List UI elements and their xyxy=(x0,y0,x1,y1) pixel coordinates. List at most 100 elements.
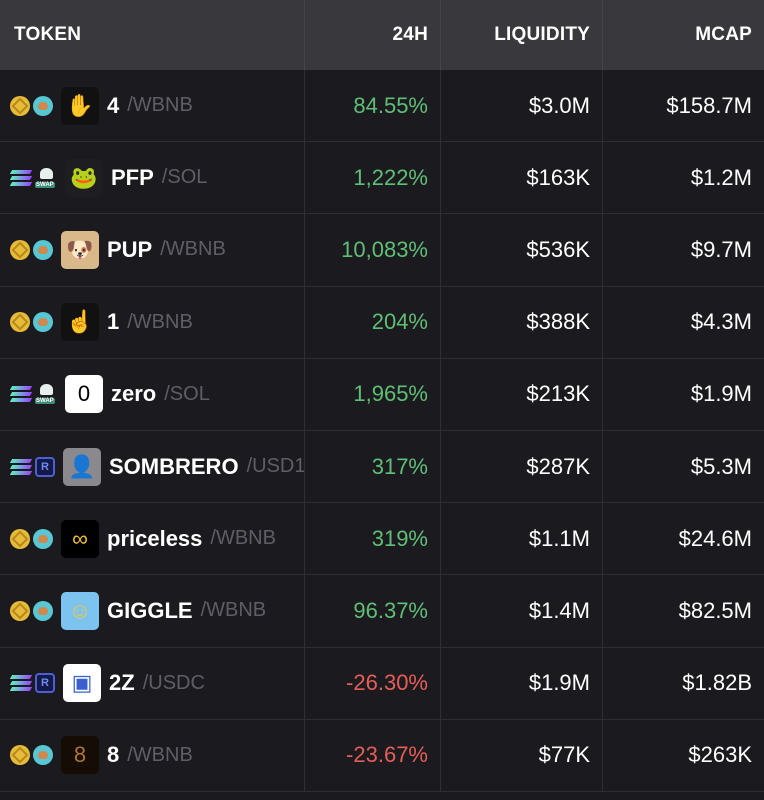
token-symbol[interactable]: PUP xyxy=(107,236,153,262)
swap-icon xyxy=(35,384,57,405)
column-header-token[interactable]: TOKEN xyxy=(14,24,82,45)
token-symbol[interactable]: PFP xyxy=(111,164,154,190)
raydium-icon: R xyxy=(35,456,55,477)
table-row[interactable]: 8 8 /WBNB -23.67% $77K $263K xyxy=(0,719,764,792)
quote-token: /SOL xyxy=(161,166,208,189)
liquidity: $287K xyxy=(440,430,602,503)
token-symbol[interactable]: 8 xyxy=(107,742,120,768)
broken-image-icon: ▣ xyxy=(63,664,101,703)
market-cap: $5.3M xyxy=(602,430,764,503)
quote-token: /USDC xyxy=(142,671,205,694)
token-symbol[interactable]: 4 xyxy=(107,92,120,118)
hand-icon: ✋ xyxy=(61,86,99,125)
liquidity: $163K xyxy=(440,142,602,214)
finger-icon: ☝ xyxy=(61,303,99,342)
quote-token: /WBNB xyxy=(160,238,226,261)
pancakeswap-icon xyxy=(33,528,53,549)
bnb-icon xyxy=(10,239,30,260)
table-row[interactable]: ☝ 1 /WBNB 204% $388K $4.3M xyxy=(0,286,764,359)
liquidity: $77K xyxy=(440,719,602,791)
token-cell: R 👤 SOMBRERO /USD1 xyxy=(0,431,306,502)
liquidity: $536K xyxy=(440,214,602,286)
pancakeswap-icon xyxy=(33,600,53,621)
token-cell: ☝ 1 /WBNB xyxy=(0,287,304,358)
swap-icon xyxy=(35,167,57,188)
quote-token: /WBNB xyxy=(127,94,193,117)
market-cap: $4.3M xyxy=(602,286,764,358)
market-cap: $82.5M xyxy=(602,575,764,647)
bnb-icon xyxy=(10,528,30,549)
quote-token: /WBNB xyxy=(210,527,276,550)
table-row[interactable]: ∞ priceless /WBNB 319% $1.1M $24.6M xyxy=(0,503,764,576)
token-cell: ∞ priceless /WBNB xyxy=(0,503,304,574)
solana-icon xyxy=(9,673,33,693)
liquidity: $3.0M xyxy=(440,70,602,142)
token-symbol[interactable]: GIGGLE xyxy=(107,597,193,623)
token-symbol[interactable]: SOMBRERO xyxy=(109,453,239,479)
token-symbol[interactable]: priceless xyxy=(107,525,203,551)
change-24h: 1,222% xyxy=(304,142,440,214)
smiley-icon: ☺ xyxy=(61,591,99,630)
quote-token: /WBNB xyxy=(127,310,193,333)
table-row[interactable]: 0 zero /SOL 1,965% $213K $1.9M xyxy=(0,358,764,431)
dog-icon: 🐶 xyxy=(61,230,99,269)
pepe-icon: 🐸 xyxy=(65,158,103,197)
column-header-24h[interactable]: 24H xyxy=(304,0,440,70)
bnb-icon xyxy=(10,95,30,116)
liquidity: $1.9M xyxy=(440,647,602,719)
change-24h: -23.67% xyxy=(304,719,440,791)
table-row[interactable]: R ▣ 2Z /USDC -26.30% $1.9M $1.82B xyxy=(0,647,764,720)
table-row[interactable]: R 👤 SOMBRERO /USD1 317% $287K $5.3M xyxy=(0,430,764,504)
market-cap: $1.2M xyxy=(602,142,764,214)
table-header: TOKEN 24H LIQUIDITY MCAP xyxy=(0,0,764,70)
table-row[interactable]: ☺ GIGGLE /WBNB 96.37% $1.4M $82.5M xyxy=(0,575,764,648)
pancakeswap-icon xyxy=(33,95,53,116)
token-symbol[interactable]: zero xyxy=(111,381,157,407)
token-symbol[interactable]: 1 xyxy=(107,309,120,335)
change-24h: 204% xyxy=(304,286,440,358)
token-symbol[interactable]: 2Z xyxy=(109,670,135,696)
pancakeswap-icon xyxy=(33,312,53,333)
column-header-mcap[interactable]: MCAP xyxy=(602,0,764,70)
token-cell: ☺ GIGGLE /WBNB xyxy=(0,575,304,646)
token-cell: 🐶 PUP /WBNB xyxy=(0,214,304,285)
market-cap: $1.82B xyxy=(602,647,764,719)
change-24h: 84.55% xyxy=(304,70,440,142)
market-cap: $24.6M xyxy=(602,503,764,575)
token-cell: ✋ 4 /WBNB xyxy=(0,70,304,141)
liquidity: $1.1M xyxy=(440,503,602,575)
change-24h: -26.30% xyxy=(304,647,440,719)
liquidity: $213K xyxy=(440,358,602,430)
change-24h: 10,083% xyxy=(304,214,440,286)
market-cap: $9.7M xyxy=(602,214,764,286)
token-cell: 0 zero /SOL xyxy=(0,359,304,430)
market-cap: $263K xyxy=(602,719,764,791)
quote-token: /WBNB xyxy=(127,743,193,766)
zero-icon: 0 xyxy=(65,375,103,414)
quote-token: /SOL xyxy=(164,382,210,405)
table-row[interactable]: ✋ 4 /WBNB 84.55% $3.0M $158.7M xyxy=(0,70,764,143)
bnb-icon xyxy=(10,312,30,333)
change-24h: 96.37% xyxy=(304,575,440,647)
raydium-icon: R xyxy=(35,673,55,694)
bnb-icon xyxy=(10,745,30,766)
liquidity: $388K xyxy=(440,286,602,358)
column-header-liquidity[interactable]: LIQUIDITY xyxy=(440,0,602,70)
change-24h: 1,965% xyxy=(304,358,440,430)
pancakeswap-icon xyxy=(33,239,53,260)
man-photo-icon: 👤 xyxy=(63,447,101,486)
infinity-icon: ∞ xyxy=(61,519,99,558)
change-24h: 319% xyxy=(304,503,440,575)
token-cell: 8 8 /WBNB xyxy=(0,720,304,791)
quote-token: /USD1 xyxy=(246,455,306,478)
token-cell: 🐸 PFP /SOL xyxy=(0,142,304,213)
change-24h: 317% xyxy=(304,430,440,503)
liquidity: $1.4M xyxy=(440,575,602,647)
table-row[interactable]: 🐸 PFP /SOL 1,222% $163K $1.2M xyxy=(0,142,764,215)
table-row[interactable]: 🐶 PUP /WBNB 10,083% $536K $9.7M xyxy=(0,214,764,287)
market-cap: $1.9M xyxy=(602,358,764,430)
bnb-icon xyxy=(10,600,30,621)
market-cap: $158.7M xyxy=(602,70,764,142)
quote-token: /WBNB xyxy=(200,599,267,622)
solana-icon xyxy=(9,457,33,477)
